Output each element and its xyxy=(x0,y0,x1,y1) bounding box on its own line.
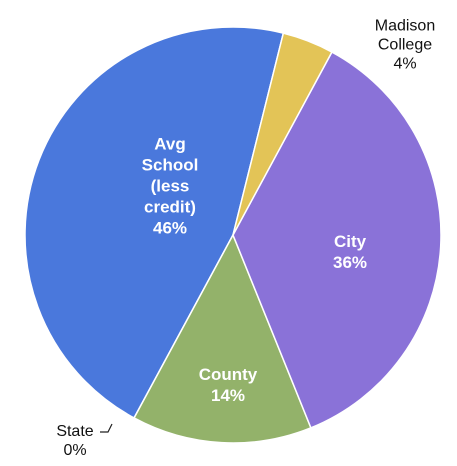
category-label: County xyxy=(198,365,258,384)
value-label: 14% xyxy=(210,386,246,405)
pie-slice xyxy=(24,26,285,419)
category-label: Avg School (less credit) xyxy=(141,134,199,217)
slice-label: City 36% xyxy=(310,231,390,273)
pie-slice xyxy=(133,233,312,444)
slice-label: Madison College 4% xyxy=(362,17,448,74)
value-label: 46% xyxy=(152,218,188,238)
category-label: State xyxy=(56,423,94,440)
leader-line xyxy=(100,423,113,433)
category-label: Madison College xyxy=(374,17,436,54)
slice-label: State 0% xyxy=(45,422,105,460)
value-label: 0% xyxy=(63,442,87,459)
slice-label: Avg School (less credit) 46% xyxy=(130,134,210,239)
value-label: 36% xyxy=(332,253,368,272)
category-label: City xyxy=(333,232,367,251)
slice-label: County 14% xyxy=(188,364,268,406)
pie-slice xyxy=(232,32,333,236)
value-label: 4% xyxy=(393,55,417,73)
pie-slice xyxy=(232,51,442,429)
